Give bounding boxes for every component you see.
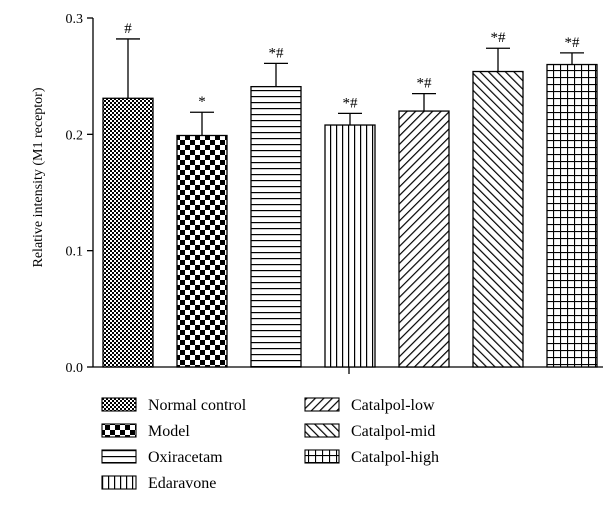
legend-label: Normal control [148, 397, 247, 414]
y-tick-label: 0.1 [66, 245, 84, 260]
legend-label: Catalpol-low [351, 397, 435, 414]
significance-label: *# [417, 76, 433, 92]
legend: Normal control Model Oxiracetam Edaravone Ca… [101, 397, 439, 492]
y-tick-label: 0.0 [66, 361, 84, 376]
significance-label: *# [565, 35, 581, 51]
y-axis-label: Relative intensity (M1 receptor) [31, 87, 46, 267]
legend-swatch [101, 397, 137, 412]
legend-label: Catalpol-high [351, 449, 439, 466]
legend-label: Model [148, 423, 190, 440]
legend-swatch [304, 449, 340, 464]
significance-label: *# [343, 95, 359, 111]
bar[interactable] [102, 97, 154, 368]
legend-swatch [101, 449, 137, 464]
legend-swatch [101, 475, 137, 490]
bar[interactable] [546, 63, 598, 368]
bar[interactable] [324, 124, 376, 368]
legend-swatch [101, 423, 137, 438]
legend-label: Oxiracetam [148, 449, 223, 466]
bar[interactable] [250, 85, 302, 368]
legend-swatch [304, 423, 340, 438]
plot-area: 0.0 0.1 0.2 0.3 Relative intensity (M1 recep… [31, 12, 603, 376]
significance-label: # [124, 21, 132, 37]
significance-label: *# [491, 30, 507, 46]
bar[interactable] [176, 134, 228, 368]
significance-label: * [198, 94, 206, 110]
legend-swatch [304, 397, 340, 412]
legend-label: Edaravone [148, 475, 216, 492]
significance-label: *# [269, 45, 285, 61]
bar[interactable] [398, 110, 450, 368]
legend-label: Catalpol-mid [351, 423, 435, 440]
y-tick-label: 0.3 [66, 12, 84, 27]
bar[interactable] [472, 70, 524, 368]
y-tick-label: 0.2 [66, 128, 84, 143]
